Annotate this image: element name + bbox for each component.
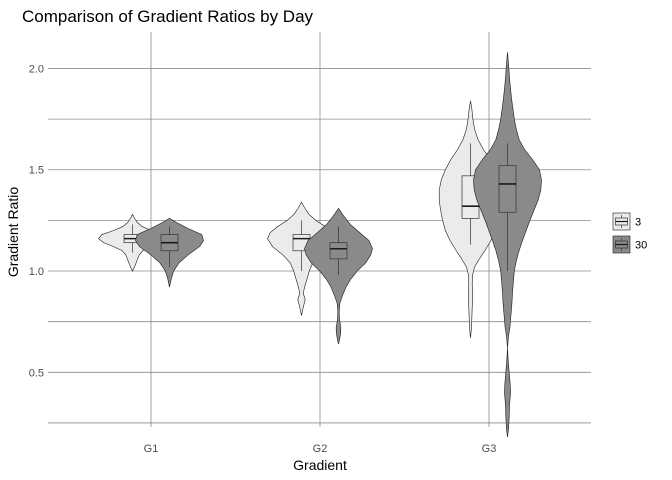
x-axis-ticks: G1 G2 G3 <box>144 443 497 455</box>
legend: 3 30 <box>612 212 647 254</box>
y-tick-label: 1.5 <box>29 165 44 177</box>
y-tick-label: 0.5 <box>29 367 44 379</box>
chart-title: Comparison of Gradient Ratios by Day <box>22 7 314 26</box>
x-tick-label: G2 <box>313 443 328 455</box>
x-tick-label: G1 <box>144 443 159 455</box>
violin-G2-day-30 <box>304 207 373 345</box>
x-tick-label: G3 <box>482 443 497 455</box>
box-G2-day-30 <box>329 242 348 260</box>
legend-label-day-30: 30 <box>635 240 647 252</box>
x-axis-title: Gradient <box>293 457 347 473</box>
legend-label-day-3: 3 <box>635 217 641 229</box>
y-tick-label: 2.0 <box>29 63 44 75</box>
violin-layer <box>98 52 542 438</box>
y-axis-title: Gradient Ratio <box>5 187 21 277</box>
y-axis-ticks: 0.5 1.0 1.5 2.0 <box>29 63 44 379</box>
box-G3-day-30 <box>498 165 517 213</box>
y-tick-label: 1.0 <box>29 266 44 278</box>
